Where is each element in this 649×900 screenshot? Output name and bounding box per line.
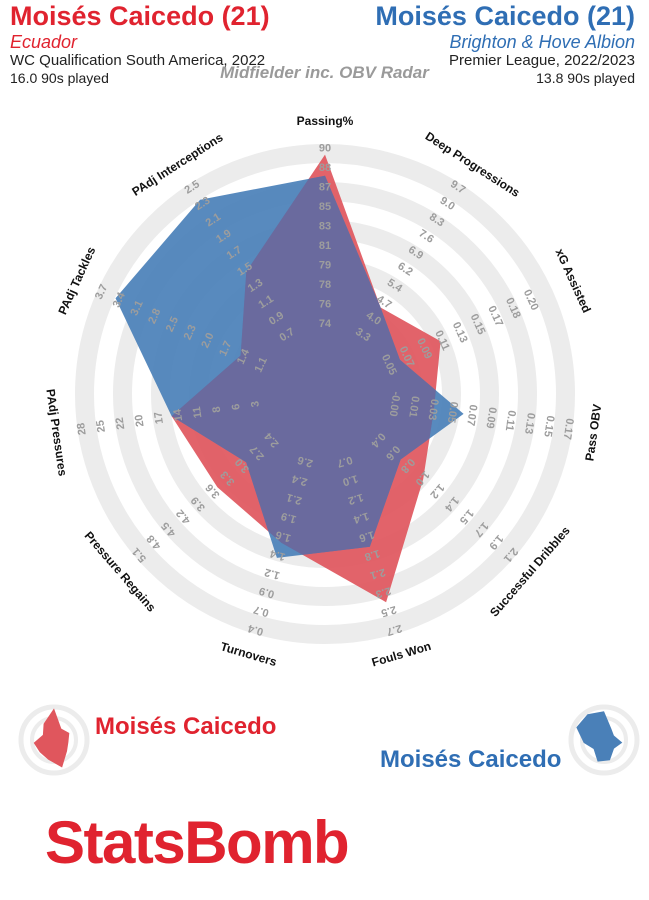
tick-label: 6 xyxy=(230,403,243,411)
left-competition: WC Qualification South America, 2022 xyxy=(10,52,266,69)
tick-label: 2.3 xyxy=(374,584,392,600)
tick-label: 2.5 xyxy=(380,603,398,619)
tick-label: 0.05 xyxy=(445,401,460,424)
mini-radar-ring xyxy=(568,704,640,776)
tick-label: 17 xyxy=(152,411,166,425)
legend-right-player-name: Moisés Caicedo xyxy=(380,746,562,773)
left-player-header: Moisés Caicedo (21) Ecuador WC Qualifica… xyxy=(10,0,270,87)
tick-label: 0.15 xyxy=(541,415,556,438)
tick-label: 2.3 xyxy=(182,323,199,342)
tick-label: 3 xyxy=(249,400,262,408)
tick-label: 2.1 xyxy=(285,491,303,507)
tick-label: 0.11 xyxy=(503,409,518,431)
tick-label: 3.7 xyxy=(93,283,110,302)
tick-label: 0.03 xyxy=(426,398,441,421)
tick-label: 1.4 xyxy=(351,509,370,525)
right-minutes-played: 13.8 90s played xyxy=(536,70,635,86)
tick-label: 2.8 xyxy=(146,307,163,326)
mini-radar-shape xyxy=(576,711,623,762)
axis-label: Fouls Won xyxy=(370,639,433,670)
tick-label: 2.7 xyxy=(385,622,403,638)
tick-label: 0.01 xyxy=(406,395,421,418)
tick-label: 87 xyxy=(319,181,331,193)
radar-ring xyxy=(75,144,575,644)
tick-label: 11 xyxy=(191,406,205,419)
right-competition: Premier League, 2022/2023 xyxy=(449,52,635,69)
tick-label: 1.4 xyxy=(268,547,287,563)
tick-label: 1.6 xyxy=(274,528,292,544)
axis-label: xG Assisted xyxy=(552,246,593,315)
tick-label: 1.0 xyxy=(341,472,359,488)
tick-label: 1.7 xyxy=(217,339,234,358)
tick-label: 2.5 xyxy=(164,315,181,334)
tick-label: 0.07 xyxy=(464,404,479,427)
tick-label: 79 xyxy=(319,259,331,271)
right-team-name: Brighton & Hove Albion xyxy=(449,32,635,52)
left-team-name: Ecuador xyxy=(10,32,78,52)
tick-label: 0.9 xyxy=(258,584,276,600)
axis-label: PAdj Pressures xyxy=(43,388,69,477)
tick-label: 90 xyxy=(319,142,331,154)
left-player-name: Moisés Caicedo (21) xyxy=(10,1,270,31)
tick-label: 0.7 xyxy=(336,453,354,469)
right-player-name: Moisés Caicedo (21) xyxy=(375,1,635,31)
legend-left-player-name: Moisés Caicedo xyxy=(95,713,277,740)
tick-label: 1.8 xyxy=(363,547,381,563)
tick-label: 83 xyxy=(319,220,331,232)
tick-label: 85 xyxy=(319,201,331,213)
tick-label: 1.1 xyxy=(253,355,270,374)
tick-label: 0.09 xyxy=(483,406,498,429)
tick-label: 1.2 xyxy=(347,491,365,507)
tick-label: 2.4 xyxy=(290,472,309,488)
tick-label: 8 xyxy=(211,406,224,414)
tick-label: 25 xyxy=(94,419,108,433)
tick-label: 22 xyxy=(114,416,128,430)
legend-right-mini-radar xyxy=(568,704,640,776)
axis-label: Pass OBV xyxy=(582,403,604,462)
legend-left-mini-radar xyxy=(18,704,90,776)
tick-label: 0.4 xyxy=(246,622,265,638)
tick-label: 1.9 xyxy=(280,509,298,525)
tick-label: 74 xyxy=(319,318,332,330)
tick-label: 2.6 xyxy=(296,453,314,469)
tick-label: 0.13 xyxy=(522,412,537,435)
tick-label: 14 xyxy=(171,407,185,422)
left-minutes-played: 16.0 90s played xyxy=(10,70,109,86)
tick-label: 76 xyxy=(319,298,331,310)
tick-label: 81 xyxy=(319,240,331,252)
statsbomb-logo: StatsBomb xyxy=(45,809,350,876)
mini-radar-ring xyxy=(18,704,90,776)
tick-label: -0.00 xyxy=(387,391,402,418)
axis-label: Passing% xyxy=(297,114,354,128)
axis-label: Turnovers xyxy=(219,639,279,669)
tick-label: 2.1 xyxy=(369,566,387,582)
tick-label: 78 xyxy=(319,279,331,291)
tick-label: 28 xyxy=(75,422,89,436)
radar-subtitle: Midfielder inc. OBV Radar xyxy=(220,63,429,82)
tick-label: 1.2 xyxy=(263,566,281,582)
right-player-header: Moisés Caicedo (21) Brighton & Hove Albi… xyxy=(375,0,635,87)
mini-radar-shape xyxy=(33,708,70,768)
tick-label: 20 xyxy=(133,414,147,428)
tick-label: 88 xyxy=(319,162,331,174)
tick-label: 3.1 xyxy=(128,299,145,318)
radar-plot-group: 747678798183858788903.34.04.75.46.26.97.… xyxy=(43,114,604,669)
tick-label: 0.7 xyxy=(252,603,270,619)
tick-label: 2.0 xyxy=(199,331,216,350)
tick-label: 0.17 xyxy=(561,417,576,440)
tick-label: 1.6 xyxy=(358,528,376,544)
